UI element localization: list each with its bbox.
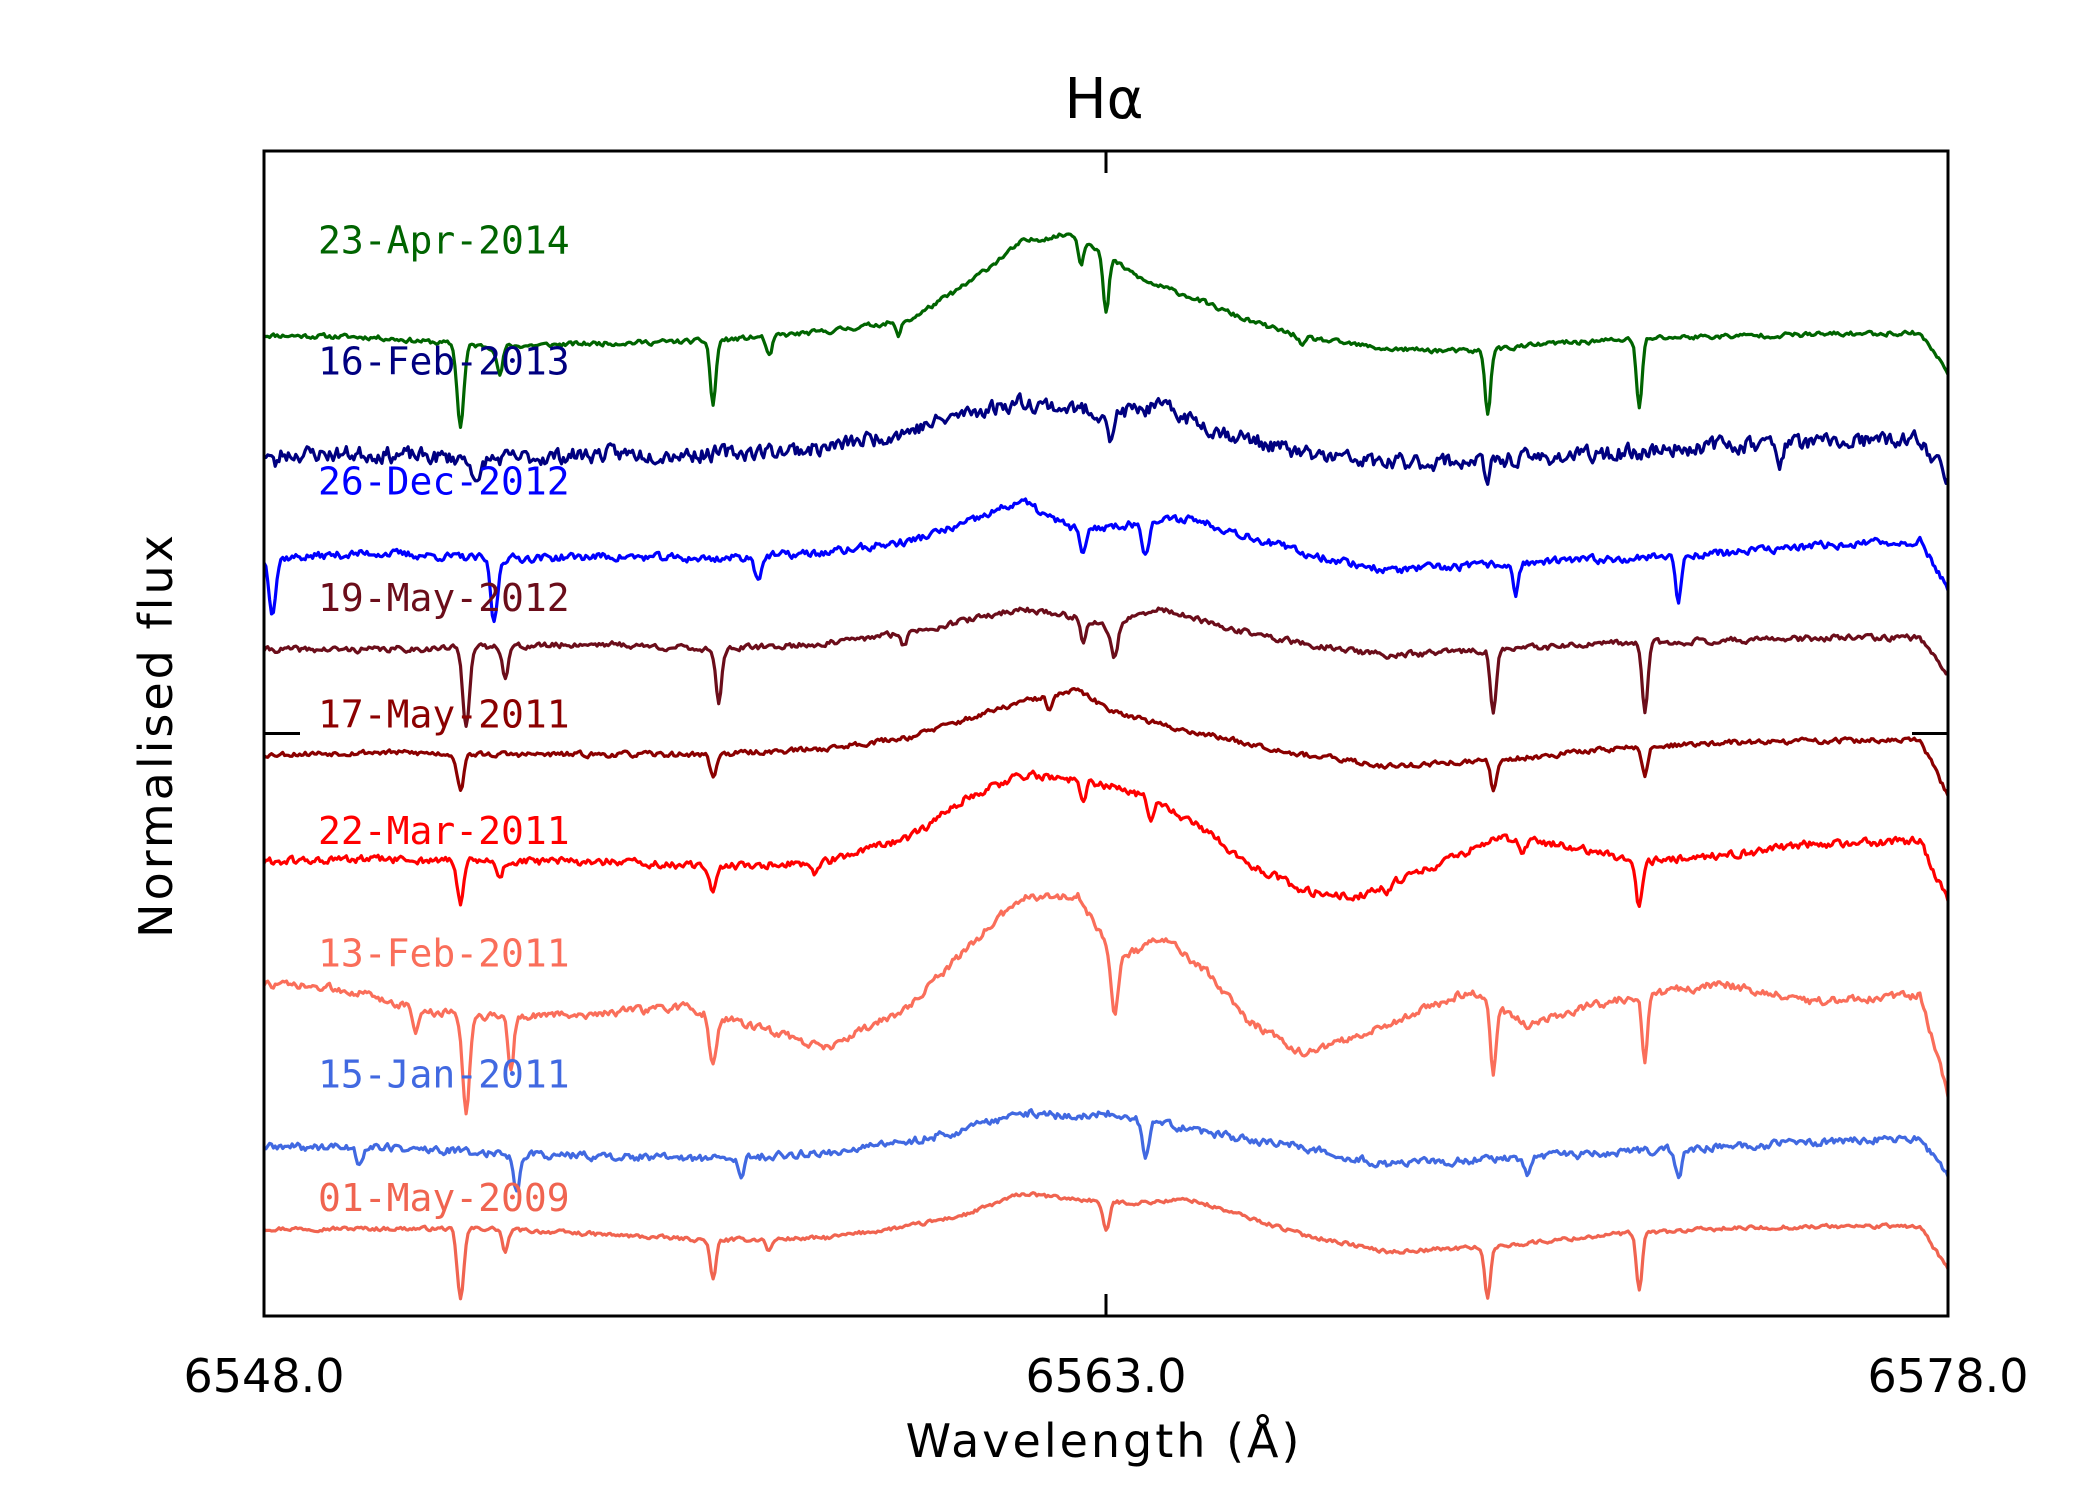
x-tick-label: 6563.0 bbox=[1026, 1349, 1187, 1403]
y-axis-label: Normalised flux bbox=[129, 532, 183, 938]
chart-title: Hα bbox=[1064, 67, 1143, 132]
spectra-series-group bbox=[262, 232, 1950, 1301]
x-tick-label: 6578.0 bbox=[1868, 1349, 2029, 1403]
series-label-16-feb-2013: 16-Feb-2013 bbox=[318, 340, 570, 384]
spectrum-line-23-apr-2014 bbox=[263, 232, 1950, 429]
series-label-13-feb-2011: 13-Feb-2011 bbox=[318, 932, 570, 976]
spectrum-line-16-feb-2013 bbox=[263, 392, 1950, 486]
series-label-23-apr-2014: 23-Apr-2014 bbox=[318, 219, 570, 263]
series-label-19-may-2012: 19-May-2012 bbox=[318, 576, 570, 620]
spectrum-line-22-mar-2011 bbox=[262, 769, 1950, 908]
series-label-26-dec-2012: 26-Dec-2012 bbox=[318, 460, 570, 504]
series-label-22-mar-2011: 22-Mar-2011 bbox=[318, 809, 570, 853]
series-label-15-jan-2011: 15-Jan-2011 bbox=[318, 1053, 570, 1097]
axis-ticks: 6548.0 6563.0 6578.0 bbox=[184, 151, 2029, 1403]
spectrum-line-26-dec-2012 bbox=[262, 497, 1950, 624]
spectrum-line-19-may-2012 bbox=[262, 606, 1949, 728]
spectrum-line-13-feb-2011 bbox=[262, 892, 1950, 1116]
series-label-17-may-2011: 17-May-2011 bbox=[318, 693, 570, 737]
x-axis-label: Wavelength (Å) bbox=[906, 1414, 1303, 1468]
series-label-01-may-2009: 01-May-2009 bbox=[318, 1176, 570, 1220]
spectrum-line-17-may-2011 bbox=[263, 687, 1950, 797]
spectrum-line-01-may-2009 bbox=[263, 1191, 1950, 1301]
spectrum-line-15-jan-2011 bbox=[263, 1108, 1950, 1193]
series-label-group: 23-Apr-2014 16-Feb-2013 26-Dec-2012 19-May-… bbox=[318, 219, 570, 1221]
x-tick-label: 6548.0 bbox=[184, 1349, 345, 1403]
